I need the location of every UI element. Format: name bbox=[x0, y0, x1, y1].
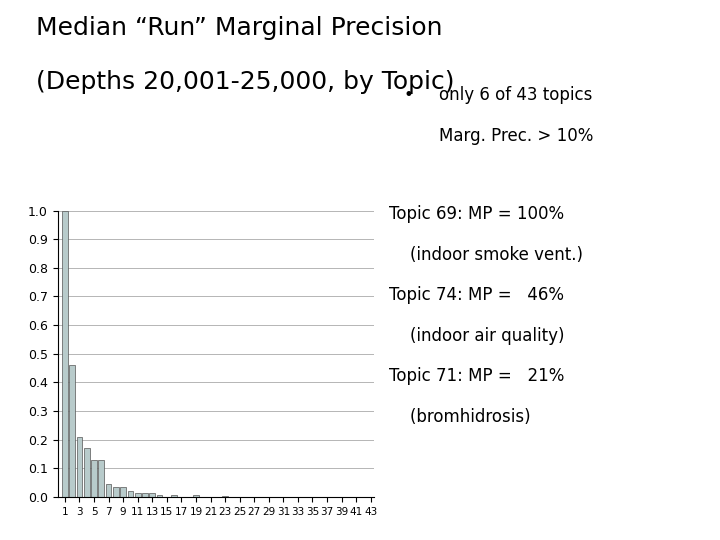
Bar bbox=[69, 365, 75, 497]
Bar bbox=[135, 492, 140, 497]
Bar bbox=[113, 487, 119, 497]
Text: Topic 74: MP =   46%: Topic 74: MP = 46% bbox=[389, 286, 564, 304]
Text: Topic 69: MP = 100%: Topic 69: MP = 100% bbox=[389, 205, 564, 223]
Bar bbox=[149, 492, 156, 497]
Bar bbox=[84, 448, 90, 497]
Text: only 6 of 43 topics: only 6 of 43 topics bbox=[439, 86, 593, 104]
Text: •: • bbox=[403, 86, 413, 104]
Bar bbox=[99, 460, 104, 497]
Text: (bromhidrosis): (bromhidrosis) bbox=[389, 408, 531, 426]
Bar bbox=[157, 495, 163, 497]
Text: (indoor smoke vent.): (indoor smoke vent.) bbox=[389, 246, 582, 264]
Bar bbox=[76, 437, 82, 497]
Text: Marg. Prec. > 10%: Marg. Prec. > 10% bbox=[439, 127, 593, 145]
Bar bbox=[193, 495, 199, 497]
Bar bbox=[120, 487, 126, 497]
Bar bbox=[142, 492, 148, 497]
Text: Median “Run” Marginal Precision: Median “Run” Marginal Precision bbox=[36, 16, 443, 40]
Text: Topic 71: MP =   21%: Topic 71: MP = 21% bbox=[389, 367, 564, 385]
Text: (Depths 20,001-25,000, by Topic): (Depths 20,001-25,000, by Topic) bbox=[36, 70, 454, 94]
Bar bbox=[91, 460, 97, 497]
Text: (indoor air quality): (indoor air quality) bbox=[389, 327, 564, 345]
Bar bbox=[62, 211, 68, 497]
Bar bbox=[171, 495, 177, 497]
Bar bbox=[127, 491, 133, 497]
Bar bbox=[106, 484, 112, 497]
Bar bbox=[222, 496, 228, 497]
